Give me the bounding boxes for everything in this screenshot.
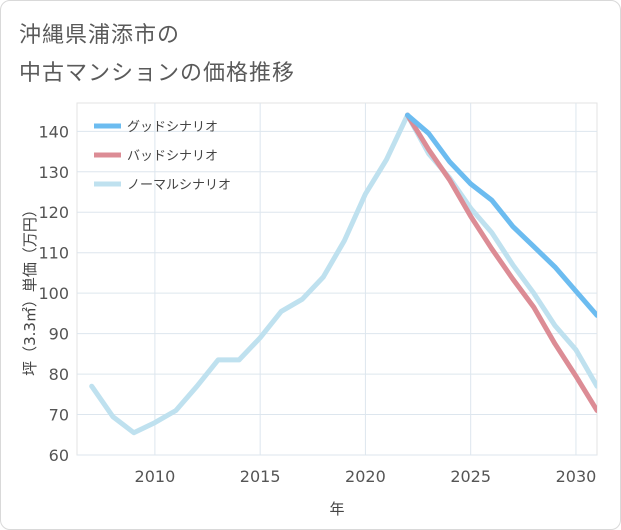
series-line-1 <box>405 112 597 318</box>
x-tick-label: 2030 <box>556 467 597 486</box>
y-tick-label: 80 <box>49 365 69 384</box>
y-tick-label: 60 <box>49 446 69 465</box>
series-line-2 <box>405 112 597 413</box>
y-tick-label: 120 <box>38 203 69 222</box>
axes: 60 70 80 90 100 110 120 130 140 2010 2015 2020 2025 2… <box>38 122 596 486</box>
y-axis-title: 坪（3.3㎡）単価（万円） <box>21 202 39 376</box>
legend-label: バッドシナリオ <box>127 149 218 164</box>
x-tick-label: 2025 <box>450 467 491 486</box>
x-tick-label: 2015 <box>240 467 281 486</box>
x-tick-label: 2010 <box>135 467 176 486</box>
series-line-3 <box>89 112 597 436</box>
x-axis-title: 年 <box>329 500 344 518</box>
grid <box>76 102 598 456</box>
y-tick-label: 100 <box>38 284 69 303</box>
x-tick-label: 2020 <box>345 467 386 486</box>
y-tick-label: 70 <box>49 406 69 425</box>
y-tick-label: 130 <box>38 163 69 182</box>
legend-label: ノーマルシナリオ <box>127 178 231 193</box>
y-tick-label: 110 <box>38 244 69 263</box>
y-tick-label: 90 <box>49 325 69 344</box>
series-lines <box>89 112 597 436</box>
chart-title: 沖縄県浦添市の 中古マンションの価格推移 <box>19 17 295 93</box>
chart-title-line-2: 中古マンションの価格推移 <box>19 61 296 86</box>
y-tick-label: 140 <box>38 122 69 141</box>
legend-label: グッドシナリオ <box>127 120 218 135</box>
chart-title-line-1: 沖縄県浦添市の <box>19 23 181 48</box>
